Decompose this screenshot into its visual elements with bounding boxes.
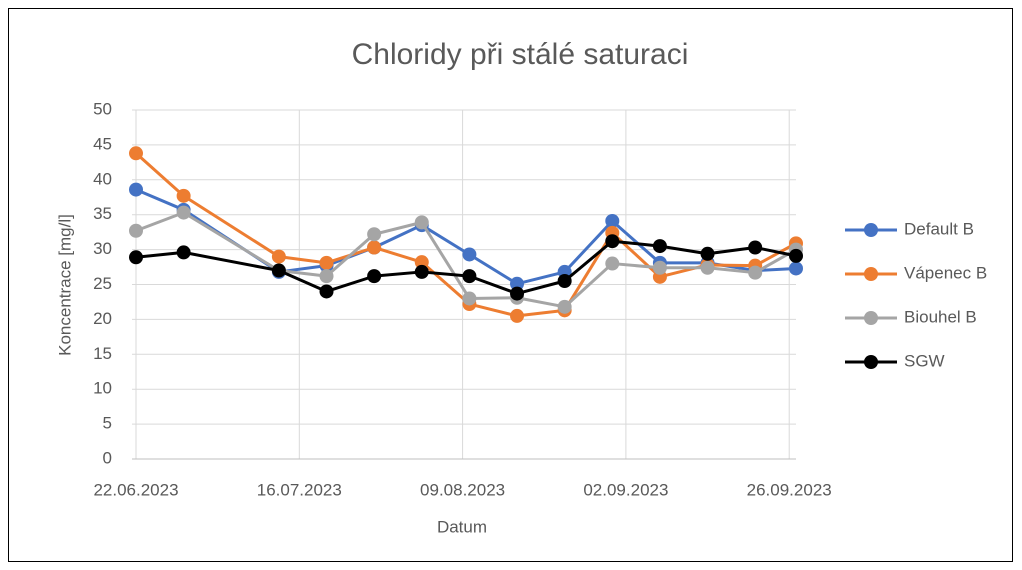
legend-marker	[864, 267, 878, 281]
legend-label: Biouhel B	[904, 307, 977, 326]
data-point	[605, 213, 620, 228]
y-tick-label: 15	[93, 344, 112, 363]
legend-marker	[864, 223, 878, 237]
legend-label: SGW	[904, 351, 945, 370]
data-point	[319, 284, 334, 299]
x-tick-label: 09.08.2023	[420, 480, 505, 499]
data-point	[176, 188, 191, 203]
data-point	[510, 286, 525, 301]
y-tick-label: 25	[93, 274, 112, 293]
data-point	[367, 227, 382, 242]
y-tick-label: 5	[103, 414, 112, 433]
data-point	[748, 240, 763, 255]
data-point	[414, 264, 429, 279]
data-point	[129, 250, 143, 265]
data-point	[271, 263, 286, 278]
data-point	[605, 234, 620, 249]
y-tick-label: 30	[93, 239, 112, 258]
y-tick-label: 20	[93, 309, 112, 328]
data-point	[789, 261, 803, 276]
x-tick-label: 26.09.2023	[747, 480, 832, 499]
data-point	[510, 308, 525, 323]
data-point	[462, 247, 477, 262]
data-point	[510, 276, 525, 291]
legend-label: Default B	[904, 219, 974, 238]
data-point	[652, 260, 667, 275]
series-line	[135, 239, 797, 296]
data-point	[367, 240, 382, 255]
legend-label: Vápenec B	[904, 263, 987, 282]
x-tick-label: 02.09.2023	[583, 480, 668, 499]
y-tick-label: 40	[93, 169, 112, 188]
x-tick-label: 16.07.2023	[257, 480, 342, 499]
data-point	[414, 255, 429, 270]
data-point	[129, 182, 143, 197]
data-point	[748, 265, 763, 280]
legend-marker	[864, 311, 878, 325]
data-point	[700, 260, 715, 275]
data-point	[557, 299, 572, 314]
data-point	[462, 291, 477, 306]
data-point	[605, 256, 620, 271]
y-tick-label: 10	[93, 379, 112, 398]
data-point	[319, 255, 334, 270]
data-point	[176, 245, 191, 260]
data-point	[176, 205, 191, 220]
data-point	[414, 215, 429, 230]
y-tick-label: 35	[93, 204, 112, 223]
y-tick-label: 50	[93, 99, 112, 118]
x-tick-label: 22.06.2023	[93, 480, 178, 499]
data-point	[129, 146, 143, 161]
data-point	[652, 239, 667, 254]
legend-marker	[864, 355, 878, 369]
chart-title: Chloridy při stálé saturaci	[352, 38, 689, 71]
data-point	[319, 269, 334, 284]
data-point	[700, 246, 715, 261]
x-axis-label: Datum	[437, 517, 487, 536]
data-point	[462, 269, 477, 284]
y-tick-label: 45	[93, 134, 112, 153]
series-line	[135, 211, 797, 309]
data-point	[789, 248, 803, 263]
data-point	[367, 269, 382, 284]
data-point	[557, 274, 572, 289]
y-tick-label: 0	[103, 448, 112, 467]
data-point	[129, 223, 143, 238]
y-axis-label: Koncentrace [mg/l]	[55, 214, 74, 356]
data-point	[271, 249, 286, 264]
